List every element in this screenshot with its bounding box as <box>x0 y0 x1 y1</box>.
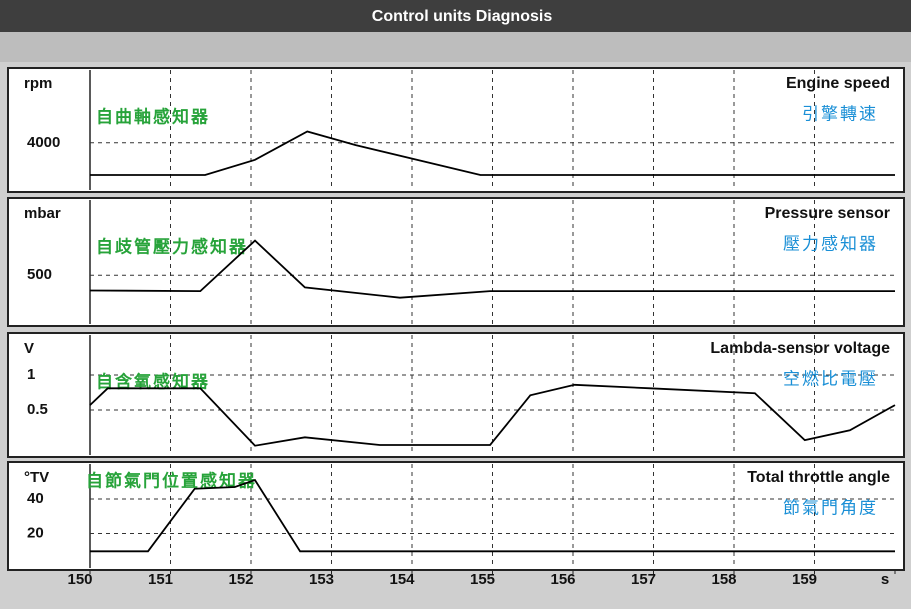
panel <box>7 197 905 327</box>
signal-line <box>89 383 896 447</box>
panel-title: Lambda-sensor voltage <box>710 340 890 357</box>
title-bar <box>0 0 911 32</box>
y-tick-label: 20 <box>27 524 44 541</box>
x-tick-label: 151 <box>148 571 173 588</box>
y-tick-label: 500 <box>27 266 52 283</box>
x-tick-label: 156 <box>550 571 575 588</box>
panel-title: Pressure sensor <box>765 205 890 222</box>
signal-line <box>89 239 895 299</box>
y-tick-label: 0.5 <box>27 401 48 418</box>
x-tick-label: 157 <box>631 571 656 588</box>
panel-title: Engine speed <box>786 75 890 92</box>
x-tick-label: 150 <box>67 571 92 588</box>
panel-subtitle: 空燃比電壓 <box>783 369 878 388</box>
panel-annotation: 自含氧感知器 <box>96 371 210 391</box>
panel-annotation: 自節氣門位置感知器 <box>86 470 257 490</box>
panel <box>7 332 905 458</box>
x-tick-label: 159 <box>792 571 817 588</box>
toolbar <box>0 32 911 62</box>
x-tick-label: 155 <box>470 571 495 588</box>
panel-title: Total throttle angle <box>747 469 890 486</box>
x-tick-label: 158 <box>711 571 736 588</box>
signal-line <box>90 130 895 176</box>
y-axis-unit: rpm <box>24 75 52 92</box>
window-title: Control units Diagnosis <box>372 8 553 25</box>
signal-line <box>90 479 895 553</box>
x-tick-label: 152 <box>228 571 253 588</box>
panel-subtitle: 壓力感知器 <box>783 234 878 253</box>
y-tick-label: 1 <box>27 366 35 383</box>
y-axis-unit: mbar <box>24 205 61 222</box>
panel-subtitle: 節氣門角度 <box>783 498 878 517</box>
x-tick-label: 153 <box>309 571 334 588</box>
panel-subtitle: 引擎轉速 <box>802 104 878 123</box>
y-axis-unit: V <box>24 340 34 357</box>
y-axis-unit: °TV <box>24 469 49 486</box>
y-tick-label: 4000 <box>27 134 60 151</box>
x-tick-label: 154 <box>389 571 415 588</box>
x-tick-label: s <box>881 571 889 588</box>
panel-annotation: 自歧管壓力感知器 <box>96 236 248 256</box>
panel <box>7 67 905 193</box>
y-tick-label: 40 <box>27 490 44 507</box>
panel-annotation: 自曲軸感知器 <box>96 106 210 126</box>
